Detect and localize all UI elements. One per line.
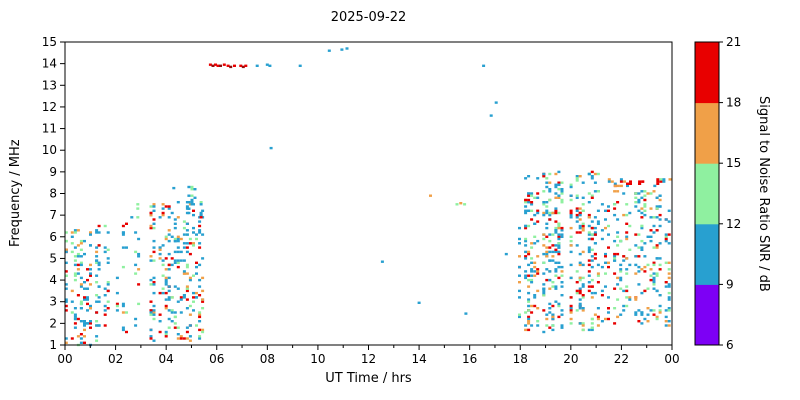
- colorbar: 6 9 12 15 18 21: [694, 35, 741, 352]
- colorbar-band: [695, 102, 719, 164]
- y-tick-label: 8: [49, 187, 57, 201]
- colorbar-band: [695, 163, 719, 225]
- colorbar-band: [695, 223, 719, 285]
- y-tick-label: 10: [42, 143, 57, 157]
- x-tick-label: 16: [462, 352, 477, 366]
- y-tick-label: 3: [49, 295, 57, 309]
- y-tick-label: 14: [42, 57, 57, 71]
- x-tick-label: 04: [159, 352, 174, 366]
- x-tick-label: 06: [209, 352, 224, 366]
- x-axis-label: UT Time / hrs: [325, 371, 412, 386]
- colorbar-tick-label: 15: [726, 156, 741, 170]
- x-tick-label: 20: [563, 352, 578, 366]
- x-tick-label: 22: [614, 352, 629, 366]
- x-tick-label: 12: [361, 352, 376, 366]
- y-tick-label: 4: [49, 273, 57, 287]
- x-tick-label: 00: [664, 352, 679, 366]
- y-tick-label: 15: [42, 35, 57, 49]
- colorbar-tick-label: 9: [726, 277, 734, 291]
- y-tick-label: 5: [49, 251, 57, 265]
- x-tick-label: 10: [310, 352, 325, 366]
- colorbar-band: [695, 284, 719, 346]
- x-tick-label: 08: [260, 352, 275, 366]
- x-tick-label: 00: [57, 352, 72, 366]
- y-tick-label: 9: [49, 165, 57, 179]
- y-tick-label: 6: [49, 230, 57, 244]
- y-tick-label: 1: [49, 338, 57, 352]
- x-tick-label: 14: [411, 352, 426, 366]
- x-tick-label: 18: [513, 352, 528, 366]
- x-tick-label: 02: [108, 352, 123, 366]
- y-tick-label: 13: [42, 78, 57, 92]
- colorbar-tick-label: 21: [726, 35, 741, 49]
- y-tick-label: 7: [49, 208, 57, 222]
- colorbar-tick-label: 6: [726, 338, 734, 352]
- data-points: [64, 47, 672, 347]
- y-tick-label: 11: [42, 122, 57, 136]
- y-tick-label: 2: [49, 316, 57, 330]
- axes: 00 02 04 06 08 10 12 14 16 18 20 22 0012345678910111…: [42, 35, 680, 366]
- colorbar-label: Signal to Noise Ratio SNR / dB: [756, 95, 771, 292]
- colorbar-tick-label: 12: [726, 217, 741, 231]
- y-tick-label: 12: [42, 100, 57, 114]
- chart-title: 2025-09-22: [330, 10, 407, 25]
- colorbar-tick-label: 18: [726, 96, 741, 110]
- colorbar-band: [695, 42, 719, 104]
